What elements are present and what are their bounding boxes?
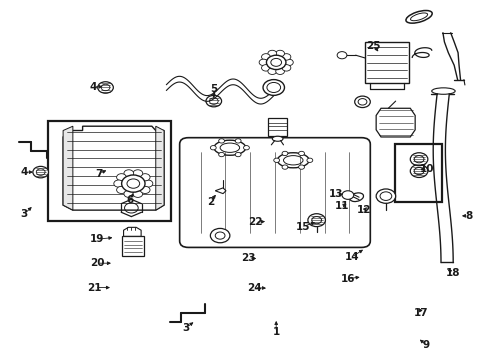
Text: 7: 7 <box>95 168 102 179</box>
Circle shape <box>122 175 145 192</box>
Circle shape <box>273 158 279 162</box>
Circle shape <box>235 152 241 157</box>
Circle shape <box>409 153 427 166</box>
Polygon shape <box>156 126 163 210</box>
Text: 23: 23 <box>241 253 255 263</box>
Circle shape <box>140 186 150 193</box>
Circle shape <box>235 139 241 143</box>
Bar <box>122 236 143 256</box>
Text: 22: 22 <box>247 217 262 227</box>
Text: 20: 20 <box>90 258 104 268</box>
Ellipse shape <box>405 10 431 23</box>
Ellipse shape <box>349 193 363 202</box>
Circle shape <box>267 50 276 57</box>
Circle shape <box>306 158 312 162</box>
Bar <box>365 42 408 83</box>
Circle shape <box>143 180 153 187</box>
Text: 8: 8 <box>464 211 471 221</box>
Text: 17: 17 <box>413 308 428 318</box>
Circle shape <box>210 145 216 150</box>
Circle shape <box>341 191 353 199</box>
Text: 3: 3 <box>20 209 28 219</box>
Circle shape <box>116 174 126 181</box>
Circle shape <box>282 54 290 60</box>
Circle shape <box>275 50 284 57</box>
Polygon shape <box>215 188 225 194</box>
Bar <box>48 121 171 221</box>
Circle shape <box>261 65 270 71</box>
Circle shape <box>123 170 133 177</box>
Circle shape <box>133 190 142 197</box>
Circle shape <box>267 68 276 75</box>
Ellipse shape <box>272 136 283 141</box>
Circle shape <box>123 190 133 197</box>
Text: 25: 25 <box>366 41 380 50</box>
Bar <box>394 144 442 202</box>
Text: 24: 24 <box>246 283 261 293</box>
Circle shape <box>354 96 369 108</box>
Text: 18: 18 <box>445 268 460 278</box>
Circle shape <box>116 186 126 193</box>
Text: 6: 6 <box>126 195 133 205</box>
Text: 3: 3 <box>182 323 189 333</box>
Circle shape <box>210 228 229 243</box>
Circle shape <box>284 59 293 66</box>
Circle shape <box>336 51 346 59</box>
Circle shape <box>298 165 304 169</box>
Polygon shape <box>375 108 414 137</box>
Text: 10: 10 <box>419 164 434 174</box>
Circle shape <box>282 151 287 156</box>
Text: 12: 12 <box>356 206 370 216</box>
Ellipse shape <box>214 140 245 155</box>
Text: 1: 1 <box>272 327 279 337</box>
Text: 13: 13 <box>328 189 343 199</box>
Polygon shape <box>63 126 73 210</box>
Circle shape <box>218 139 224 143</box>
Circle shape <box>282 165 287 169</box>
Text: 4: 4 <box>89 82 97 92</box>
FancyBboxPatch shape <box>179 138 369 247</box>
Ellipse shape <box>277 153 308 168</box>
Circle shape <box>114 180 123 187</box>
Circle shape <box>375 189 395 203</box>
Text: 4: 4 <box>20 167 28 177</box>
Circle shape <box>98 82 113 93</box>
Circle shape <box>307 214 325 226</box>
Text: 21: 21 <box>87 283 102 293</box>
Circle shape <box>263 80 284 95</box>
Text: 11: 11 <box>334 201 348 211</box>
Text: 15: 15 <box>295 222 309 231</box>
Circle shape <box>218 152 224 157</box>
Circle shape <box>259 59 267 66</box>
Circle shape <box>266 55 285 69</box>
Circle shape <box>261 54 270 60</box>
Circle shape <box>133 170 142 177</box>
Circle shape <box>243 145 249 150</box>
Text: 9: 9 <box>422 340 429 350</box>
Circle shape <box>282 65 290 71</box>
Text: 14: 14 <box>344 252 358 262</box>
Polygon shape <box>123 227 141 236</box>
Text: 16: 16 <box>340 274 354 284</box>
Text: 2: 2 <box>206 197 214 207</box>
Bar <box>267 118 287 136</box>
Circle shape <box>205 95 221 107</box>
Circle shape <box>140 174 150 181</box>
Circle shape <box>409 165 427 177</box>
Circle shape <box>275 68 284 75</box>
Circle shape <box>298 151 304 156</box>
Circle shape <box>33 166 48 178</box>
Text: 5: 5 <box>210 84 217 94</box>
Polygon shape <box>63 126 163 210</box>
Text: 19: 19 <box>90 234 104 244</box>
